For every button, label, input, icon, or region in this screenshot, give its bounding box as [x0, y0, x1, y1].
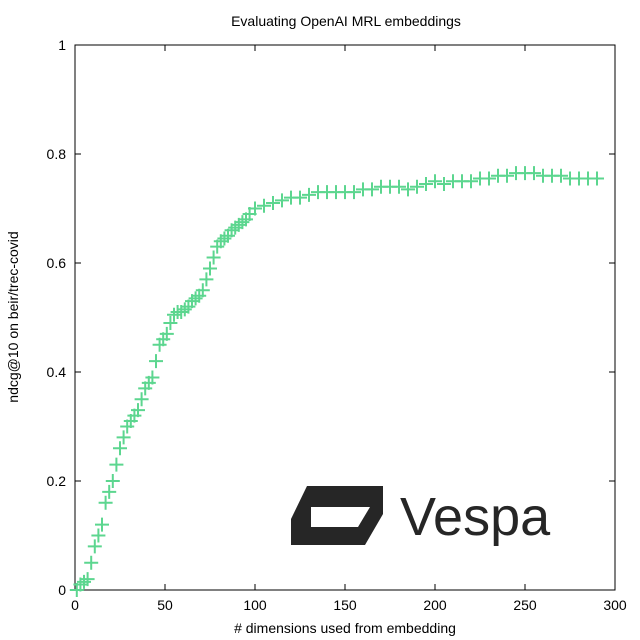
- y-tick-label: 0: [58, 582, 66, 598]
- data-point: [149, 354, 163, 369]
- data-point: [163, 315, 178, 330]
- vespa-logo: Vespa: [291, 486, 551, 547]
- y-axis-label: ndcg@10 on beir/trec-covid: [5, 231, 21, 402]
- data-point: [392, 179, 406, 194]
- y-tick-label: 0.6: [47, 255, 67, 271]
- data-point: [365, 182, 379, 197]
- data-points: [69, 166, 604, 597]
- data-point: [464, 174, 478, 189]
- data-point: [428, 174, 442, 189]
- y-tick-label: 1: [58, 37, 66, 53]
- y-tick-label: 0.8: [47, 146, 67, 162]
- data-point: [131, 403, 145, 418]
- data-point: [134, 392, 149, 407]
- data-point: [401, 182, 415, 197]
- chart-title: Evaluating OpenAI MRL embeddings: [231, 13, 461, 29]
- data-point: [590, 171, 604, 186]
- x-tick-label: 250: [513, 597, 537, 613]
- data-point: [145, 370, 160, 385]
- data-point: [98, 495, 113, 510]
- y-tick-label: 0.2: [47, 473, 67, 489]
- data-point: [482, 171, 496, 186]
- data-point: [195, 283, 210, 298]
- data-point: [185, 294, 199, 309]
- data-point: [527, 166, 541, 181]
- data-point: [91, 528, 106, 543]
- data-point: [347, 185, 361, 200]
- data-point: [167, 307, 181, 322]
- data-point: [437, 176, 451, 191]
- data-point: [174, 305, 189, 320]
- data-point: [410, 179, 424, 194]
- data-point: [116, 430, 131, 445]
- data-point: [113, 441, 127, 456]
- x-tick-label: 50: [157, 597, 173, 613]
- x-tick-label: 150: [333, 597, 357, 613]
- data-point: [102, 484, 117, 499]
- data-point: [177, 302, 192, 317]
- data-point: [203, 261, 217, 276]
- data-point: [80, 572, 95, 587]
- data-point: [77, 574, 91, 589]
- data-point: [235, 215, 250, 230]
- data-point: [224, 223, 239, 238]
- data-point: [275, 193, 289, 208]
- data-point: [84, 555, 99, 570]
- vespa-logo-icon: [291, 486, 383, 545]
- tick-labels: 0 50 100 150 200 250 300 0 0.2 0.4 0.6 0.8 1: [47, 37, 627, 613]
- data-point: [293, 190, 307, 205]
- x-axis-label: # dimensions used from embedding: [234, 620, 456, 636]
- data-point: [105, 474, 120, 488]
- x-tick-label: 0: [71, 597, 79, 613]
- data-point: [266, 196, 280, 211]
- data-point: [217, 231, 232, 246]
- data-point: [419, 176, 433, 191]
- data-point: [73, 577, 88, 592]
- x-tick-label: 200: [423, 597, 447, 613]
- data-point: [95, 517, 109, 532]
- y-tick-label: 0.4: [47, 364, 67, 380]
- data-point: [554, 168, 568, 183]
- x-tick-label: 300: [603, 597, 627, 613]
- data-point: [159, 326, 174, 341]
- data-point: [500, 168, 514, 183]
- data-point: [188, 291, 203, 306]
- data-point: [302, 187, 316, 202]
- data-point: [231, 217, 246, 232]
- data-point: [228, 220, 243, 235]
- data-point: [206, 250, 221, 265]
- data-point: [199, 272, 214, 287]
- x-tick-label: 100: [243, 597, 267, 613]
- data-point: [248, 201, 262, 216]
- data-point: [109, 457, 124, 472]
- data-point: [213, 234, 228, 249]
- axis-ticks: [74, 44, 616, 591]
- data-point: [87, 539, 102, 554]
- data-point: [257, 198, 271, 213]
- vespa-logo-text: Vespa: [400, 487, 551, 547]
